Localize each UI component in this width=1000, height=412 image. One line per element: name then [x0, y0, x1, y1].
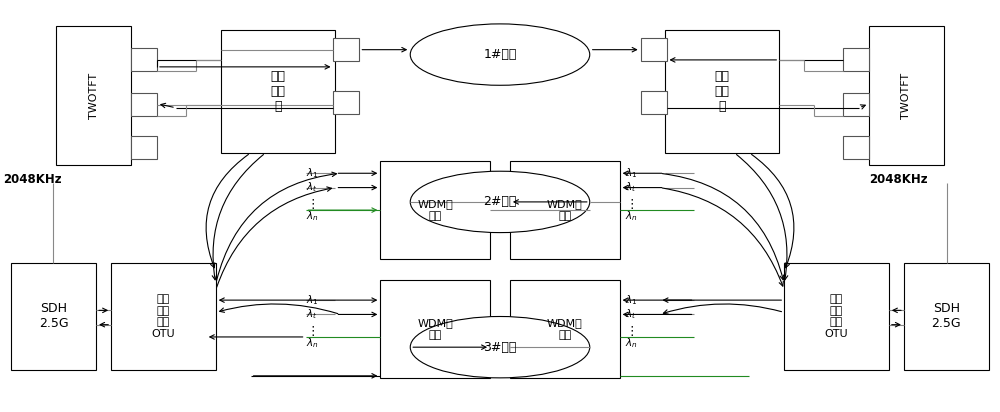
Bar: [333, 91, 359, 114]
Bar: [843, 94, 869, 116]
Text: $\vdots$: $\vdots$: [306, 324, 314, 338]
Text: SDH
2.5G: SDH 2.5G: [39, 302, 69, 330]
Text: $\lambda_n$: $\lambda_n$: [306, 336, 318, 350]
Text: SDH
2.5G: SDH 2.5G: [931, 302, 961, 330]
Bar: [843, 136, 869, 159]
Text: $\lambda_t$: $\lambda_t$: [306, 181, 317, 194]
Bar: [380, 280, 490, 378]
Bar: [665, 30, 779, 153]
Text: 2#光纤: 2#光纤: [483, 195, 517, 208]
Text: $\lambda_1$: $\lambda_1$: [306, 293, 318, 307]
Text: WDM合
波器: WDM合 波器: [547, 318, 583, 339]
Text: TWOTFT: TWOTFT: [901, 73, 911, 119]
Bar: [11, 263, 96, 370]
Text: $\lambda_t$: $\lambda_t$: [306, 307, 317, 321]
Text: $\lambda_1$: $\lambda_1$: [625, 293, 637, 307]
Text: $\lambda_1$: $\lambda_1$: [306, 166, 318, 180]
Text: $\vdots$: $\vdots$: [625, 197, 634, 211]
Text: $\lambda_n$: $\lambda_n$: [306, 209, 318, 223]
Text: TWOTFT: TWOTFT: [89, 73, 99, 119]
Bar: [131, 94, 157, 116]
Text: 单纤
复用
器: 单纤 复用 器: [714, 70, 729, 113]
Text: 光波
长转
换器
OTU: 光波 长转 换器 OTU: [825, 294, 848, 339]
Bar: [843, 49, 869, 71]
Bar: [904, 263, 989, 370]
Bar: [131, 136, 157, 159]
Bar: [380, 161, 490, 259]
Text: 单纤
复用
器: 单纤 复用 器: [271, 70, 286, 113]
Text: $\lambda_t$: $\lambda_t$: [625, 307, 636, 321]
Bar: [131, 49, 157, 71]
Text: $\lambda_t$: $\lambda_t$: [625, 181, 636, 194]
Text: $\vdots$: $\vdots$: [625, 324, 634, 338]
Text: 3#光纤: 3#光纤: [483, 341, 517, 353]
Text: WDM分
波器: WDM分 波器: [547, 199, 583, 221]
Bar: [641, 38, 667, 61]
Text: WDM合
波器: WDM合 波器: [417, 199, 453, 221]
Ellipse shape: [410, 24, 590, 85]
Text: 2048KHz: 2048KHz: [3, 173, 62, 186]
Bar: [333, 38, 359, 61]
Text: 1#光纤: 1#光纤: [483, 48, 517, 61]
Ellipse shape: [410, 316, 590, 378]
Text: WDM分
波器: WDM分 波器: [417, 318, 453, 339]
Text: $\lambda_n$: $\lambda_n$: [625, 336, 637, 350]
Text: 光波
长转
换器
OTU: 光波 长转 换器 OTU: [152, 294, 175, 339]
Text: $\lambda_n$: $\lambda_n$: [625, 209, 637, 223]
Bar: [510, 161, 620, 259]
Text: $\vdots$: $\vdots$: [306, 197, 314, 211]
Bar: [869, 26, 944, 165]
Bar: [784, 263, 889, 370]
Bar: [111, 263, 216, 370]
Ellipse shape: [410, 171, 590, 233]
Bar: [510, 280, 620, 378]
Text: $\lambda_1$: $\lambda_1$: [625, 166, 637, 180]
Bar: [221, 30, 335, 153]
Bar: [641, 91, 667, 114]
Text: 2048KHz: 2048KHz: [869, 173, 928, 186]
Bar: [56, 26, 131, 165]
